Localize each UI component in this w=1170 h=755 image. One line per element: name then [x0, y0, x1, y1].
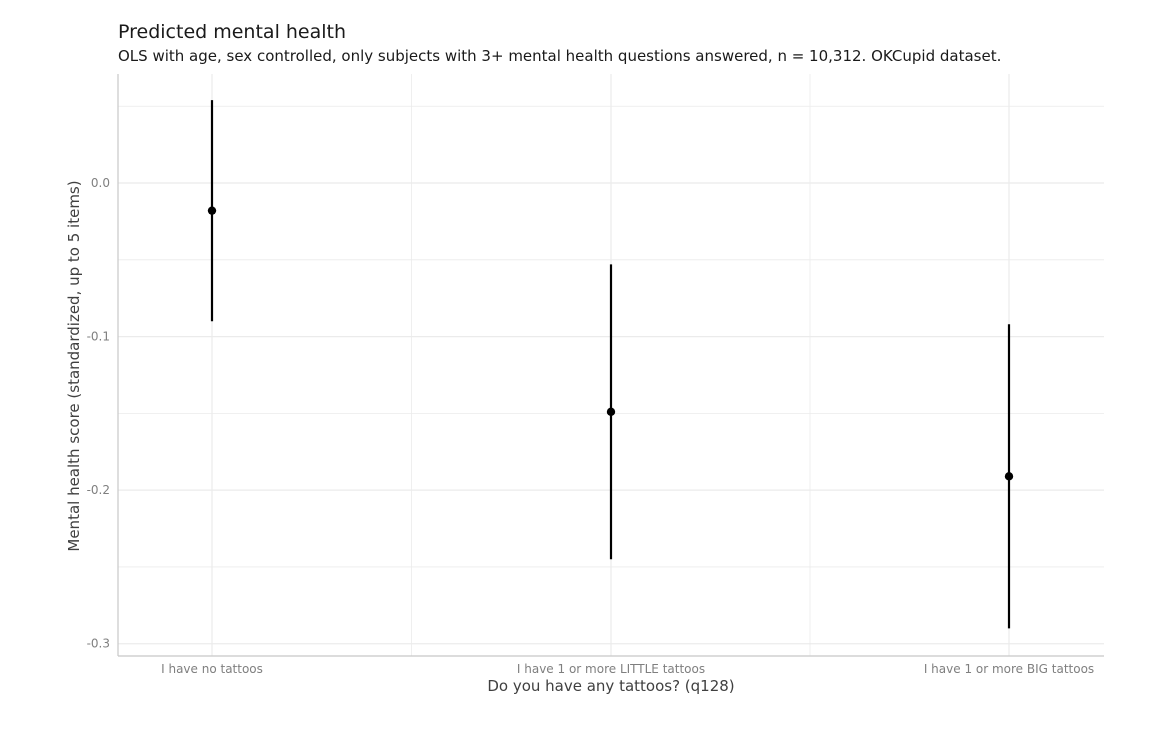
- x-tick-label: I have no tattoos: [161, 662, 263, 676]
- data-marks: [207, 100, 1014, 629]
- x-axis-title: Do you have any tattoos? (q128): [487, 677, 734, 695]
- y-tick-label: -0.3: [87, 637, 110, 651]
- data-point: [1004, 472, 1014, 481]
- chart-title: Predicted mental health: [118, 21, 347, 43]
- y-axis-title: Mental health score (standardized, up to…: [65, 180, 83, 551]
- data-point: [606, 407, 616, 417]
- y-tick-label: -0.1: [87, 330, 110, 344]
- x-tick-label: I have 1 or more LITTLE tattoos: [517, 662, 705, 676]
- x-tick-label: I have 1 or more BIG tattoos: [924, 662, 1094, 676]
- y-tick-label: 0.0: [91, 176, 110, 190]
- tick-labels: 0.0 -0.1 -0.2 -0.3 I have no tattoos I have 1…: [87, 176, 1095, 676]
- data-point: [207, 206, 217, 215]
- y-tick-label: -0.2: [87, 483, 110, 497]
- chart-subtitle: OLS with age, sex controlled, only subje…: [118, 47, 1002, 65]
- axes: [117, 74, 1104, 657]
